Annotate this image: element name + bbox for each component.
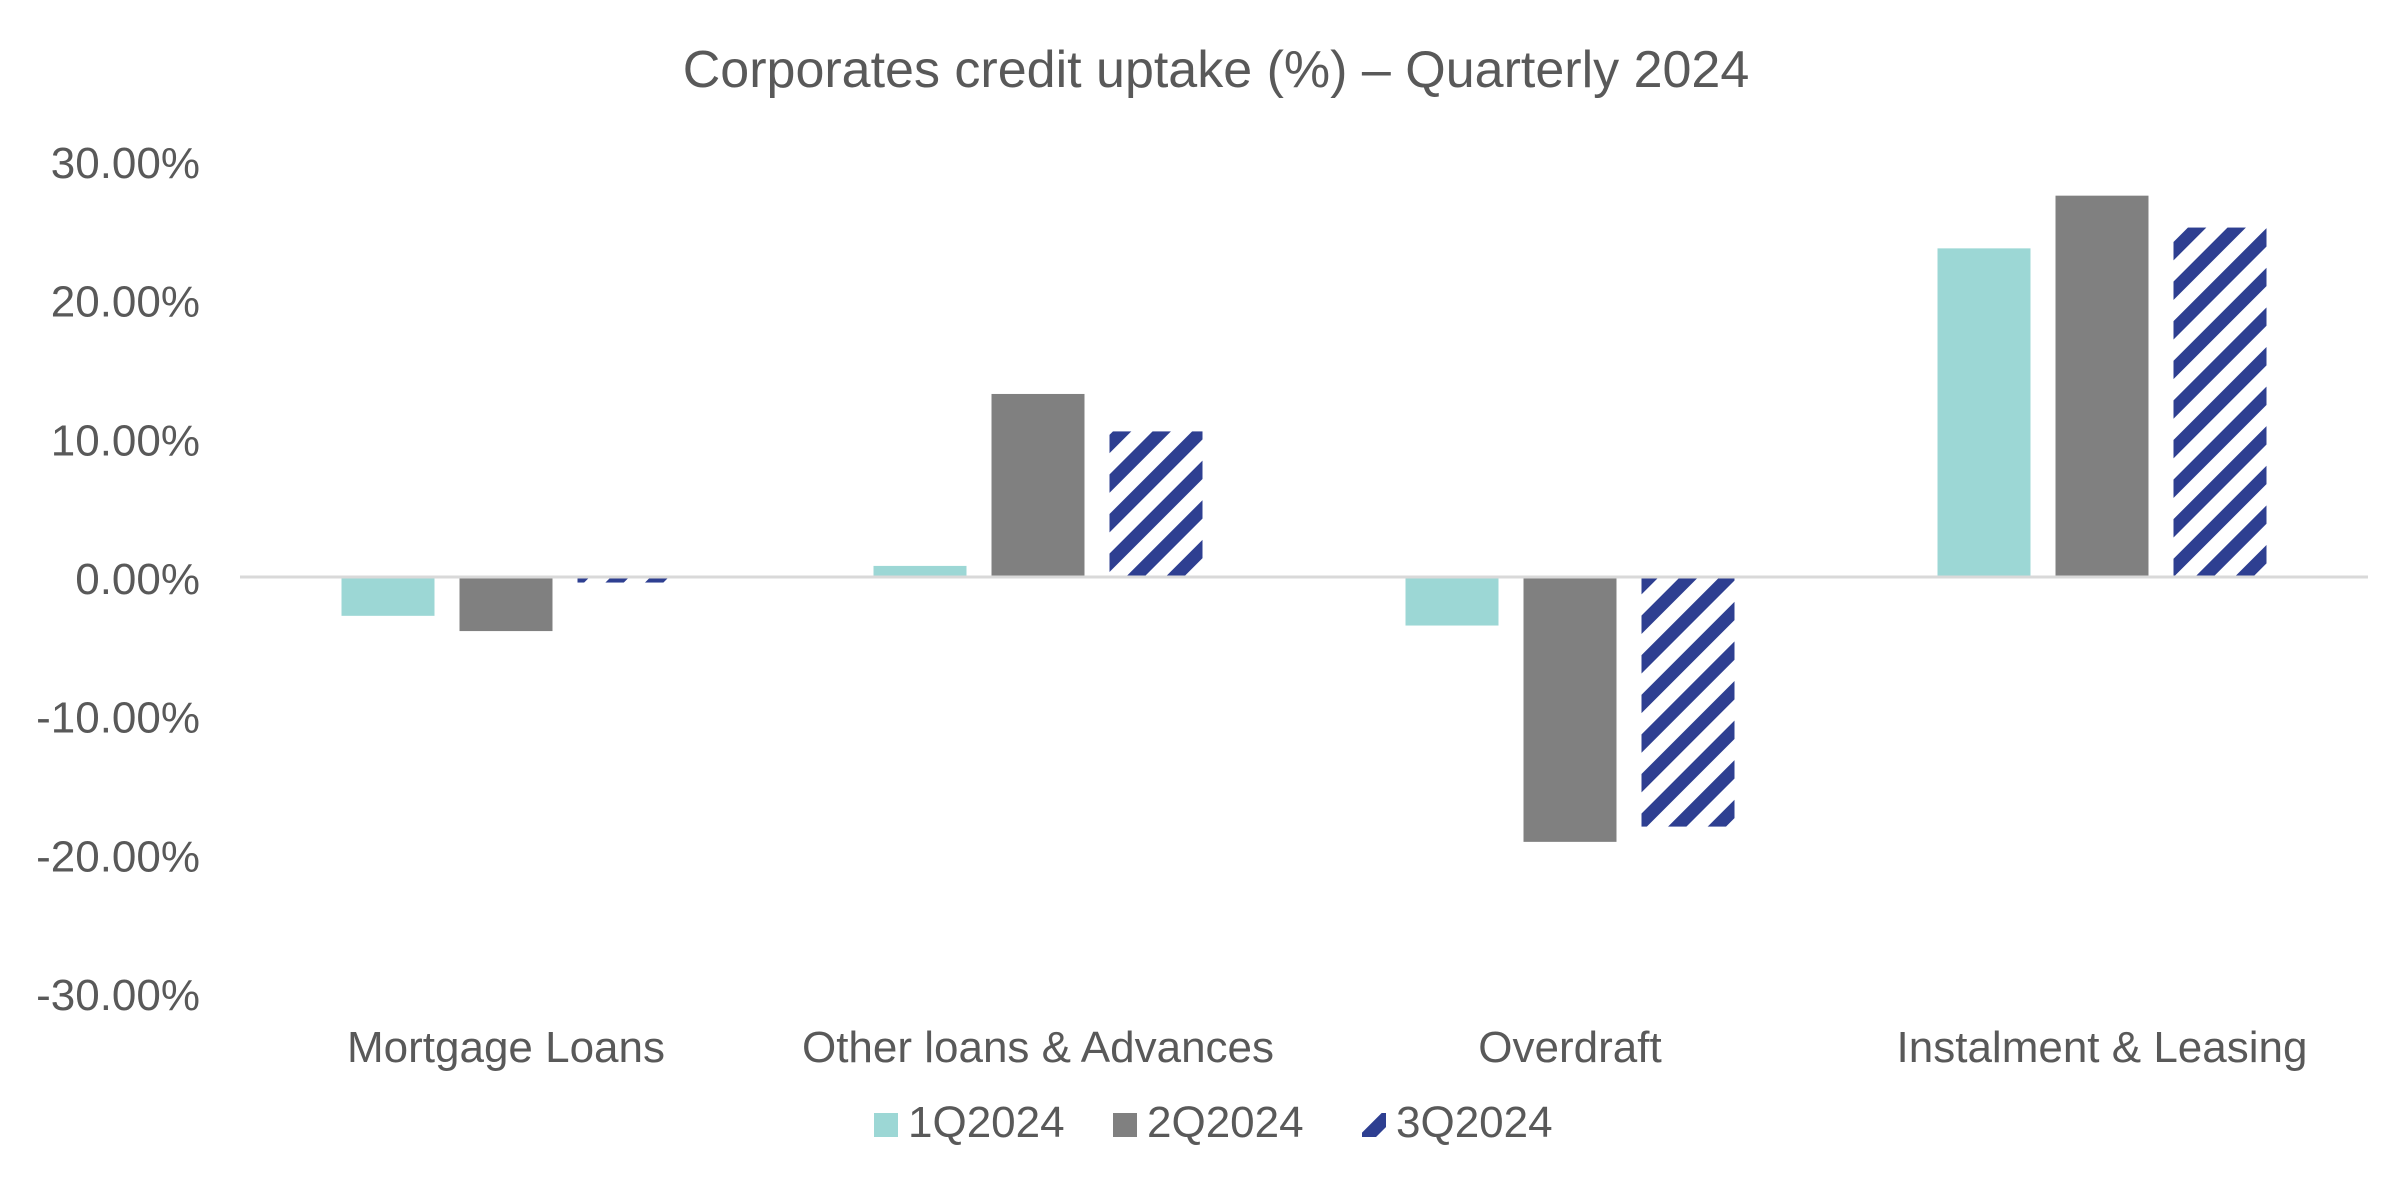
y-tick-label: -10.00% bbox=[36, 694, 200, 743]
legend-label: 2Q2024 bbox=[1147, 1098, 1304, 1147]
y-axis: 30.00% 20.00% 10.00% 0.00% -10.00% -20.00% -30… bbox=[36, 139, 200, 1020]
bar-1Q2024-2 bbox=[1405, 577, 1499, 626]
legend-label: 1Q2024 bbox=[908, 1098, 1065, 1147]
bar-2Q2024-3 bbox=[2055, 195, 2149, 577]
bar-3Q2024-0 bbox=[577, 577, 671, 583]
bar-1Q2024-1 bbox=[873, 565, 967, 577]
x-category-label: Other loans & Advances bbox=[802, 1023, 1274, 1072]
chart-title: Corporates credit uptake (%) – Quarterly… bbox=[683, 41, 1750, 99]
bar-1Q2024-0 bbox=[341, 577, 435, 616]
x-axis: Mortgage Loans Other loans & Advances Over… bbox=[347, 1023, 2307, 1072]
legend-swatch-2Q2024 bbox=[1113, 1113, 1137, 1137]
legend-swatch-1Q2024 bbox=[874, 1113, 898, 1137]
x-category-label: Mortgage Loans bbox=[347, 1023, 665, 1072]
legend-swatch-3Q2024 bbox=[1362, 1113, 1386, 1137]
bar-1Q2024-3 bbox=[1937, 248, 2031, 578]
bar-3Q2024-1 bbox=[1109, 431, 1203, 577]
bar-3Q2024-2 bbox=[1641, 577, 1735, 827]
x-category-label: Instalment & Leasing bbox=[1897, 1023, 2308, 1072]
y-tick-label: 20.00% bbox=[51, 278, 200, 327]
y-tick-label: 0.00% bbox=[75, 555, 200, 604]
bar-2Q2024-1 bbox=[991, 393, 1085, 577]
bar-3Q2024-3 bbox=[2173, 227, 2267, 577]
y-tick-label: 30.00% bbox=[51, 139, 200, 188]
x-category-label: Overdraft bbox=[1478, 1023, 1661, 1072]
bars bbox=[341, 195, 2267, 842]
bar-2Q2024-2 bbox=[1523, 577, 1617, 842]
legend-label: 3Q2024 bbox=[1396, 1098, 1553, 1147]
y-tick-label: -20.00% bbox=[36, 832, 200, 881]
legend: 1Q2024 2Q2024 3Q2024 bbox=[874, 1098, 1553, 1147]
y-tick-label: -30.00% bbox=[36, 971, 200, 1020]
y-tick-label: 10.00% bbox=[51, 416, 200, 465]
bar-2Q2024-0 bbox=[459, 577, 553, 632]
